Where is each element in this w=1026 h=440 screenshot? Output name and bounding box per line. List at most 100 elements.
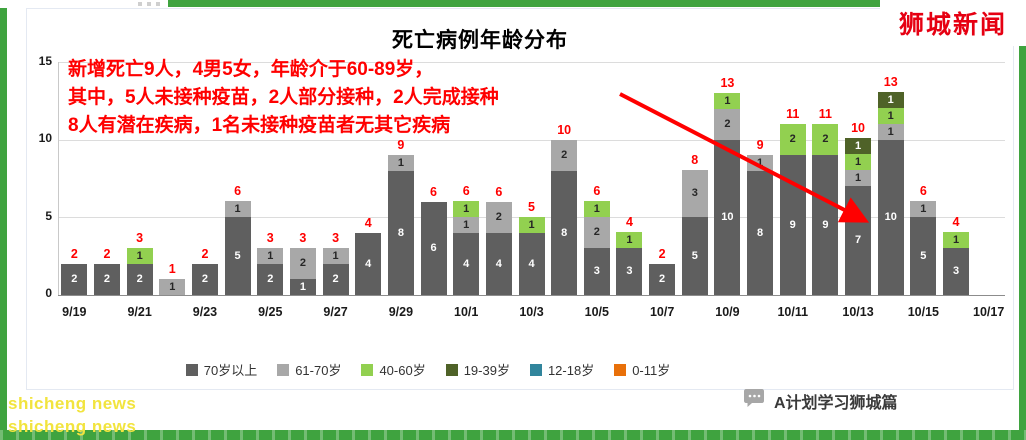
bar-segment: 1	[126, 248, 153, 264]
x-tick-label: 9/19	[62, 305, 87, 319]
bar-segment: 8	[551, 171, 578, 295]
bar-segment: 1	[453, 201, 480, 217]
bar-segment: 1	[322, 248, 349, 264]
bar-segment: 4	[453, 233, 480, 295]
bar-segment: 1	[453, 217, 480, 233]
bar-segment: 8	[387, 171, 414, 295]
bar-segment: 1	[877, 92, 904, 108]
chart-object-frame	[26, 8, 1014, 390]
bar-segment: 10	[714, 140, 741, 295]
bar-total-label: 6	[495, 185, 503, 199]
bar-segment: 1	[877, 124, 904, 140]
x-tick-label: 10/15	[907, 305, 939, 319]
top-left-decor	[0, 0, 168, 8]
x-tick-label: 9/29	[388, 305, 414, 319]
x-tick-label: 10/17	[973, 305, 1005, 319]
bar-segment: 3	[681, 170, 708, 217]
bar-segment: 5	[681, 217, 708, 295]
bar-segment: 1	[845, 138, 872, 154]
gridline	[58, 140, 1005, 141]
legend-swatch	[185, 363, 198, 376]
bar-total-label: 6	[462, 184, 470, 198]
bar-segment: 1	[845, 154, 872, 170]
bar-segment: 5	[910, 217, 937, 295]
x-tick-label: 10/3	[519, 305, 544, 319]
bar-total-label: 11	[818, 107, 832, 121]
legend-label: 12-18岁	[547, 363, 595, 378]
bar-total-label: 10	[557, 123, 572, 137]
bar-total-label: 6	[593, 184, 601, 198]
legend: 70岁以上 61-70岁 40-60岁 19-39岁 12-18岁 0-11岁	[0, 360, 1026, 379]
bar-segment: 1	[714, 93, 741, 109]
watermark-text-clipped: shicheng news	[8, 417, 137, 436]
bar-total-label: 13	[720, 76, 735, 90]
y-axis-tick-label: 0	[45, 286, 52, 300]
bar-segment: 3	[583, 248, 610, 295]
bar-total-label: 6	[919, 184, 927, 198]
annotation-line-2: 其中，5人未接种疫苗，2人部分接种，2人完成接种	[68, 87, 499, 108]
annotation-line-3: 8人有潜在疾病，1名未接种疫苗者无其它疾病	[68, 115, 451, 136]
bar-total-label: 3	[332, 231, 340, 245]
legend-label: 61-70岁	[295, 363, 342, 378]
x-tick-label: 10/5	[584, 305, 609, 319]
bar-segment: 3	[943, 248, 970, 295]
x-tick-label: 10/11	[777, 305, 809, 319]
bar-total-label: 4	[625, 215, 633, 229]
bar-total-label: 13	[883, 75, 898, 89]
x-tick-label: 10/9	[715, 305, 740, 319]
legend-label: 0-11岁	[632, 363, 671, 378]
bar-total-label: 6	[430, 185, 437, 199]
bar-segment: 1	[224, 201, 251, 217]
bar-segment: 2	[257, 264, 284, 295]
annotation-line-1: 新增死亡9人，4男5女，年龄介于60-89岁，	[68, 59, 434, 80]
bar-total-label: 4	[364, 216, 372, 230]
bar-segment: 2	[485, 202, 512, 233]
bar-segment: 9	[779, 155, 806, 295]
bar-total-label: 3	[136, 231, 144, 245]
bar-segment: 6	[420, 202, 447, 295]
bar-segment: 1	[583, 201, 610, 217]
gridline	[58, 62, 1005, 63]
y-axis-tick-label: 15	[38, 53, 52, 68]
y-axis-line	[58, 62, 59, 295]
bar-segment: 4	[485, 233, 512, 295]
y-axis-tick-label: 10	[38, 131, 52, 145]
legend-swatch	[277, 363, 290, 376]
frame-border-bottom	[0, 430, 1026, 440]
bar-total-label: 1	[168, 262, 176, 276]
bar-segment: 2	[551, 140, 578, 171]
legend-swatch	[445, 363, 458, 376]
bar-segment: 2	[714, 109, 741, 140]
bar-segment: 1	[257, 248, 284, 264]
x-tick-label: 10/13	[842, 305, 874, 319]
bar-segment: 10	[877, 140, 904, 295]
bar-segment: 4	[355, 233, 382, 295]
x-tick-label: 9/23	[192, 305, 218, 319]
bar-total-label: 3	[266, 231, 274, 245]
x-axis-line	[58, 295, 1005, 296]
bar-total-label: 8	[691, 153, 699, 167]
bar-total-label: 4	[952, 215, 960, 229]
bar-segment: 1	[943, 232, 970, 248]
bar-total-label: 2	[103, 247, 111, 261]
bar-segment: 1	[616, 232, 643, 248]
legend-label: 40-60岁	[379, 363, 426, 378]
chat-bubble-icon	[742, 386, 766, 415]
bar-segment: 1	[518, 217, 545, 233]
bar-total-label: 9	[397, 138, 405, 152]
bar-total-label: 2	[201, 247, 209, 261]
legend-swatch	[614, 363, 627, 376]
bar-segment: 2	[61, 264, 88, 295]
x-tick-label: 9/25	[258, 305, 283, 319]
bar-total-label: 2	[70, 247, 78, 261]
bar-segment: 2	[779, 124, 806, 155]
legend-swatch	[361, 363, 374, 376]
legend-item: 0-11岁	[614, 360, 670, 379]
legend-item: 70岁以上	[185, 360, 258, 379]
legend-label: 70岁以上	[203, 363, 258, 378]
legend-item: 12-18岁	[529, 360, 595, 379]
bar-segment: 9	[812, 155, 839, 295]
bar-segment: 8	[747, 171, 774, 295]
annotation-text: 新增死亡9人，4男5女，年龄介于60-89岁， 其中，5人未接种疫苗，2人部分接…	[68, 56, 499, 140]
